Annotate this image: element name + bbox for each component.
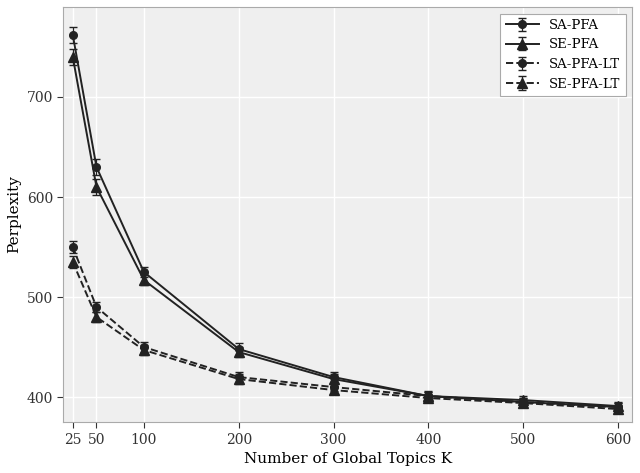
Legend: SA-PFA, SE-PFA, SA-PFA-LT, SE-PFA-LT: SA-PFA, SE-PFA, SA-PFA-LT, SE-PFA-LT <box>500 14 626 96</box>
X-axis label: Number of Global Topics K: Number of Global Topics K <box>244 452 452 466</box>
Y-axis label: Perplexity: Perplexity <box>7 175 21 254</box>
